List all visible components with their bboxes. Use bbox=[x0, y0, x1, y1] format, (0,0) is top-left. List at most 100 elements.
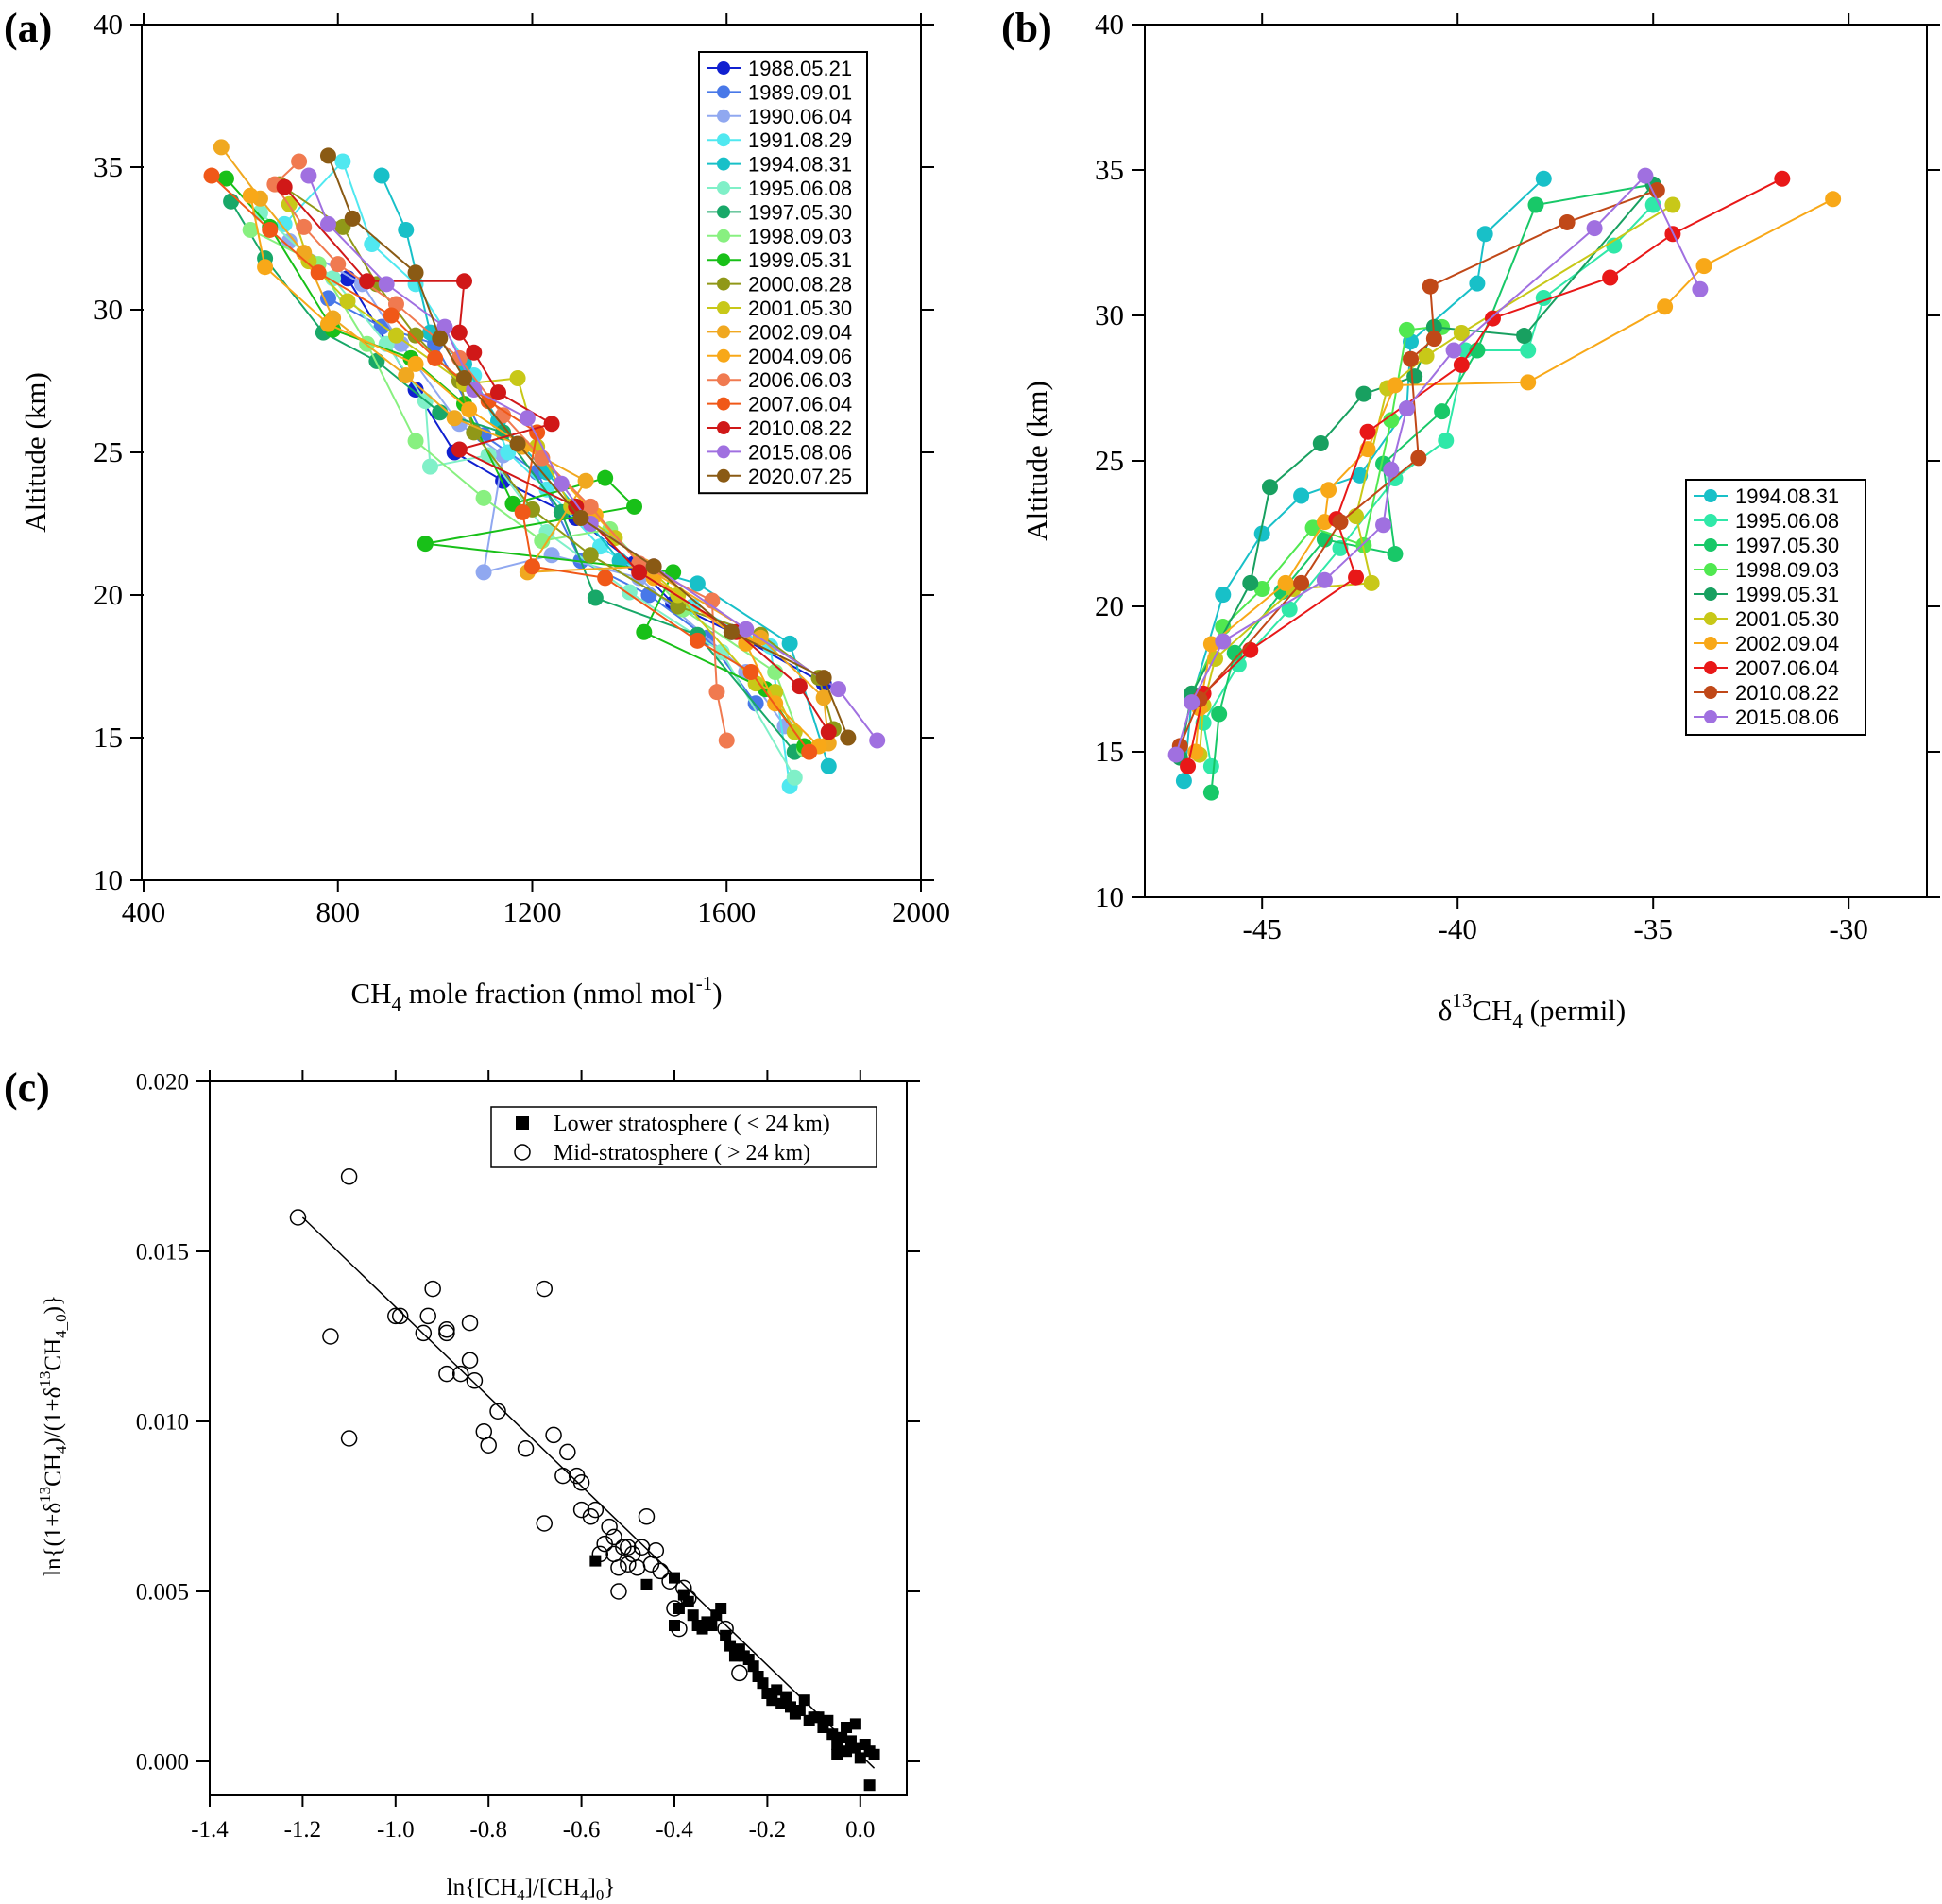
legend-label: 1988.05.21 bbox=[748, 57, 852, 80]
y-tick-label: 40 bbox=[94, 8, 123, 41]
legend-swatch-marker bbox=[717, 85, 730, 99]
legend-label: 1999.05.31 bbox=[748, 248, 852, 272]
data-point bbox=[387, 327, 404, 344]
data-point bbox=[1312, 435, 1329, 452]
data-point bbox=[1527, 196, 1544, 213]
x-axis-title-a: CH4 mole fraction (nmol mol-1) bbox=[350, 972, 722, 1015]
data-point bbox=[319, 147, 336, 164]
lower-strat-point bbox=[747, 1660, 759, 1673]
data-point bbox=[1175, 773, 1192, 790]
legend-label: 2001.05.30 bbox=[748, 297, 852, 320]
mid-strat-point bbox=[415, 1324, 433, 1342]
legend-swatch-marker bbox=[1704, 563, 1717, 576]
x-tick-label: 2000 bbox=[892, 895, 950, 928]
lower-strat-point bbox=[826, 1728, 839, 1741]
data-point bbox=[786, 769, 803, 786]
mid-strat-point bbox=[340, 1168, 358, 1185]
mid-strat-point bbox=[387, 1307, 404, 1325]
legend-swatch-marker bbox=[1704, 514, 1717, 527]
data-point bbox=[1418, 348, 1435, 365]
data-point bbox=[398, 221, 415, 238]
data-point bbox=[582, 547, 599, 564]
data-point bbox=[1253, 525, 1270, 542]
data-point bbox=[820, 723, 837, 740]
data-point bbox=[1398, 400, 1415, 417]
data-point bbox=[1825, 191, 1842, 208]
lower-strat-point bbox=[640, 1578, 653, 1590]
data-point bbox=[1484, 310, 1501, 327]
series-line bbox=[1175, 174, 1701, 756]
data-point bbox=[417, 536, 434, 552]
data-point bbox=[1664, 196, 1681, 213]
data-point bbox=[339, 293, 356, 310]
data-point bbox=[781, 635, 798, 652]
data-point bbox=[791, 678, 808, 695]
data-point bbox=[1410, 450, 1427, 467]
mid-strat-point bbox=[480, 1436, 497, 1454]
data-point bbox=[1355, 536, 1372, 553]
legend-swatch-marker bbox=[717, 205, 730, 219]
legend-label: 1990.06.04 bbox=[748, 105, 852, 128]
mid-strat-point bbox=[610, 1583, 627, 1600]
data-point bbox=[262, 221, 279, 238]
lower-strat-point bbox=[724, 1640, 737, 1652]
lower-strat-point bbox=[868, 1748, 880, 1760]
lower-strat-point bbox=[822, 1714, 834, 1726]
x-tick-label: -40 bbox=[1439, 912, 1477, 945]
data-point bbox=[364, 236, 381, 253]
legend-swatch-marker bbox=[717, 61, 730, 75]
y-tick-label: 30 bbox=[94, 293, 123, 326]
mid-strat-point bbox=[391, 1307, 409, 1325]
legend-swatch-marker bbox=[1704, 489, 1717, 502]
y-tick-label: 35 bbox=[1095, 153, 1124, 186]
mid-strat-point bbox=[466, 1372, 484, 1389]
panel-b: (b) -45 -40 -35 -30 10 15 20 25 30 35 40 Altitude … bbox=[1001, 5, 1940, 1032]
mid-strat-point bbox=[451, 1365, 469, 1383]
y-axis-title-a: Altitude (km) bbox=[19, 372, 52, 533]
data-point bbox=[1316, 531, 1333, 548]
mid-strat-point bbox=[652, 1562, 669, 1580]
mid-strat-point bbox=[647, 1542, 665, 1559]
panel-c: (c) -1.4 -1.2 -1.0 -0.8 -0.6 -0.4 -0.2 0.0 0.000… bbox=[4, 1064, 920, 1904]
data-point bbox=[582, 498, 599, 515]
legend-swatch-marker bbox=[717, 253, 730, 267]
data-point bbox=[427, 349, 444, 366]
data-point bbox=[495, 407, 512, 424]
data-point bbox=[1202, 757, 1219, 774]
lower-strat-point bbox=[863, 1779, 876, 1792]
data-point bbox=[1387, 546, 1404, 563]
mid-strat-point bbox=[559, 1443, 576, 1461]
fit-line bbox=[301, 1216, 876, 1769]
legend-b: 1994.08.311995.06.081997.05.301998.09.03… bbox=[1685, 479, 1866, 736]
data-point bbox=[489, 384, 506, 401]
data-point bbox=[1167, 746, 1184, 763]
legend-label: 1994.08.31 bbox=[1735, 484, 1839, 508]
data-point bbox=[223, 193, 240, 210]
legend-swatch-marker bbox=[1704, 587, 1717, 601]
data-point bbox=[217, 170, 234, 187]
data-point bbox=[368, 352, 385, 369]
data-point bbox=[723, 623, 740, 640]
data-point bbox=[1355, 385, 1372, 402]
y-tick-label: 20 bbox=[1095, 589, 1124, 622]
data-point bbox=[869, 732, 886, 749]
data-point bbox=[1648, 182, 1665, 199]
lower-strat-point bbox=[682, 1595, 694, 1607]
legend-swatch-marker bbox=[1704, 538, 1717, 552]
lower-strat-point bbox=[798, 1694, 810, 1707]
x-tick-label: -0.4 bbox=[656, 1817, 693, 1843]
data-point bbox=[1403, 350, 1420, 367]
y-tick-label: 0.000 bbox=[136, 1749, 189, 1775]
lower-strat-point bbox=[706, 1620, 718, 1631]
data-point bbox=[1476, 226, 1493, 243]
legend-label: 1995.06.08 bbox=[748, 177, 852, 200]
data-point bbox=[344, 210, 361, 227]
mid-strat-point bbox=[461, 1352, 479, 1368]
mid-strat-point bbox=[717, 1620, 734, 1638]
data-point bbox=[1359, 423, 1376, 440]
legend-label: 1998.09.03 bbox=[748, 225, 852, 248]
x-tick-label: -45 bbox=[1243, 912, 1282, 945]
x-axis-title-c: ln{[CH4]/[CH4]0} bbox=[447, 1875, 616, 1904]
legend-label: 2006.06.03 bbox=[748, 368, 852, 392]
plot-frame-b bbox=[1144, 24, 1928, 898]
